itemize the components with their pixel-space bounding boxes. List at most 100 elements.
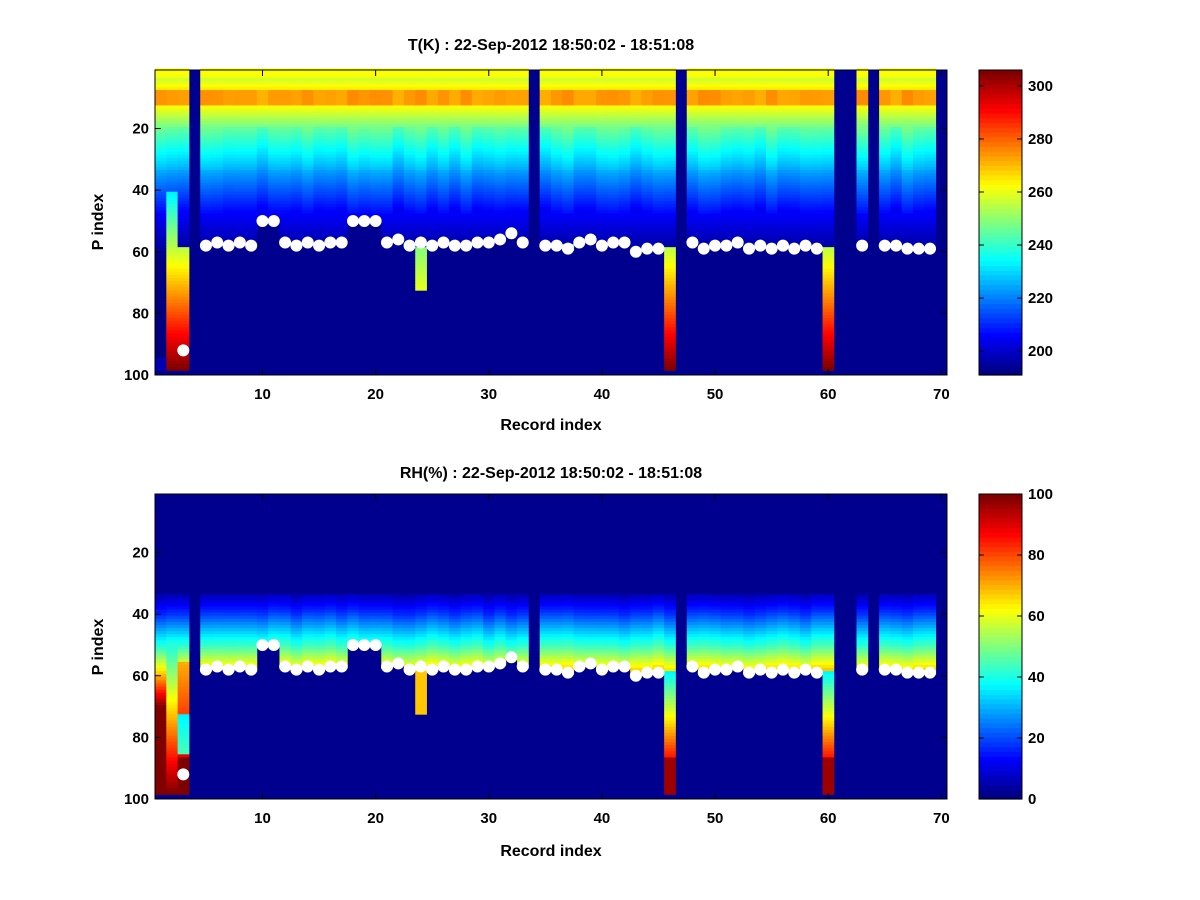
heatmap-cell — [698, 93, 710, 97]
heatmap-cell — [686, 139, 699, 143]
heatmap-cell — [358, 139, 371, 143]
heatmap-cell — [890, 83, 903, 88]
heatmap-cell — [765, 228, 778, 233]
heatmap-cell — [437, 136, 450, 140]
heatmap-cell — [856, 173, 869, 177]
heatmap-cell — [811, 228, 823, 233]
heatmap-cell — [788, 74, 801, 79]
heatmap-cell — [743, 120, 756, 125]
heatmap-cell — [369, 167, 382, 171]
heatmap-cell — [279, 621, 292, 626]
heatmap-cell — [494, 86, 507, 91]
heatmap-cell — [584, 157, 597, 162]
heatmap-cell — [732, 108, 744, 112]
heatmap-column — [584, 68, 597, 242]
heatmap-cell — [177, 748, 190, 752]
heatmap-cell — [369, 93, 382, 97]
heatmap-cell — [437, 123, 450, 128]
heatmap-cell — [166, 191, 179, 196]
heatmap-cell — [799, 77, 812, 82]
heatmap-cell — [415, 213, 427, 217]
heatmap-cell — [460, 621, 473, 626]
heatmap-cell — [177, 324, 190, 328]
heatmap-cell — [302, 634, 314, 638]
heatmap-cell — [211, 222, 224, 226]
heatmap-cell — [584, 74, 597, 79]
heatmap-cell — [415, 247, 427, 251]
heatmap-cell — [765, 80, 778, 85]
heatmap-cell — [754, 71, 767, 76]
heatmap-cell — [211, 74, 224, 79]
heatmap-cell — [155, 102, 167, 106]
heatmap-cell — [584, 200, 597, 205]
heatmap-cell — [686, 151, 699, 156]
heatmap-cell — [618, 123, 631, 128]
heatmap-cell — [369, 151, 382, 156]
heatmap-cell — [347, 123, 360, 128]
heatmap-cell — [765, 105, 778, 109]
heatmap-cell — [551, 151, 563, 156]
colorbar-swatch — [979, 332, 1022, 338]
heatmap-cell — [166, 142, 179, 146]
heatmap-cell — [607, 182, 620, 186]
heatmap-cell — [177, 247, 190, 251]
heatmap-cell — [641, 130, 654, 134]
heatmap-cell — [720, 102, 733, 106]
heatmap-cell — [166, 367, 179, 371]
heatmap-cell — [630, 108, 642, 112]
heatmap-cell — [494, 634, 507, 638]
heatmap-cell — [211, 151, 224, 156]
heatmap-cell — [822, 351, 835, 356]
heatmap-cell — [765, 145, 778, 149]
heatmap-cell — [245, 631, 258, 635]
heatmap-cell — [324, 643, 337, 647]
heatmap-cell — [222, 111, 235, 116]
heatmap-cell — [324, 188, 337, 193]
heatmap-cell — [245, 176, 258, 180]
heatmap-cell — [630, 179, 642, 183]
heatmap-cell — [754, 222, 767, 226]
heatmap-cell — [754, 148, 767, 153]
heatmap-cell — [618, 71, 631, 76]
heatmap-cell — [268, 163, 280, 168]
heatmap-cell — [765, 96, 778, 100]
heatmap-cell — [449, 74, 461, 79]
surface-marker — [301, 236, 314, 249]
heatmap-cell — [799, 93, 812, 97]
heatmap-cell — [177, 176, 190, 180]
heatmap-cell — [743, 197, 756, 202]
heatmap-cell — [584, 130, 597, 134]
heatmap-cell — [811, 96, 823, 100]
heatmap-cell — [415, 680, 427, 684]
heatmap-cell — [302, 179, 314, 183]
heatmap-column — [460, 594, 473, 672]
heatmap-cell — [698, 99, 710, 103]
heatmap-cell — [200, 170, 212, 174]
heatmap-cell — [517, 148, 529, 153]
heatmap-cell — [652, 96, 665, 100]
heatmap-cell — [551, 160, 563, 165]
heatmap-cell — [177, 277, 190, 282]
heatmap-cell — [177, 354, 190, 359]
heatmap-cell — [641, 80, 654, 85]
heatmap-cell — [268, 133, 280, 137]
heatmap-cell — [268, 204, 280, 208]
heatmap-cell — [471, 71, 484, 76]
heatmap-cell — [890, 231, 903, 236]
heatmap-cell — [913, 142, 925, 146]
heatmap-cell — [618, 222, 631, 226]
heatmap-cell — [630, 225, 642, 230]
heatmap-cell — [290, 176, 303, 180]
heatmap-cell — [924, 197, 937, 202]
heatmap-cell — [234, 216, 246, 220]
heatmap-cell — [437, 606, 450, 610]
heatmap-cell — [336, 160, 348, 165]
heatmap-cell — [369, 182, 382, 186]
heatmap-cell — [539, 173, 552, 177]
heatmap-cell — [336, 646, 348, 650]
heatmap-cell — [200, 173, 212, 177]
heatmap-cell — [381, 151, 393, 156]
heatmap-cell — [913, 237, 925, 242]
heatmap-cell — [539, 99, 552, 103]
surface-marker — [776, 239, 789, 252]
